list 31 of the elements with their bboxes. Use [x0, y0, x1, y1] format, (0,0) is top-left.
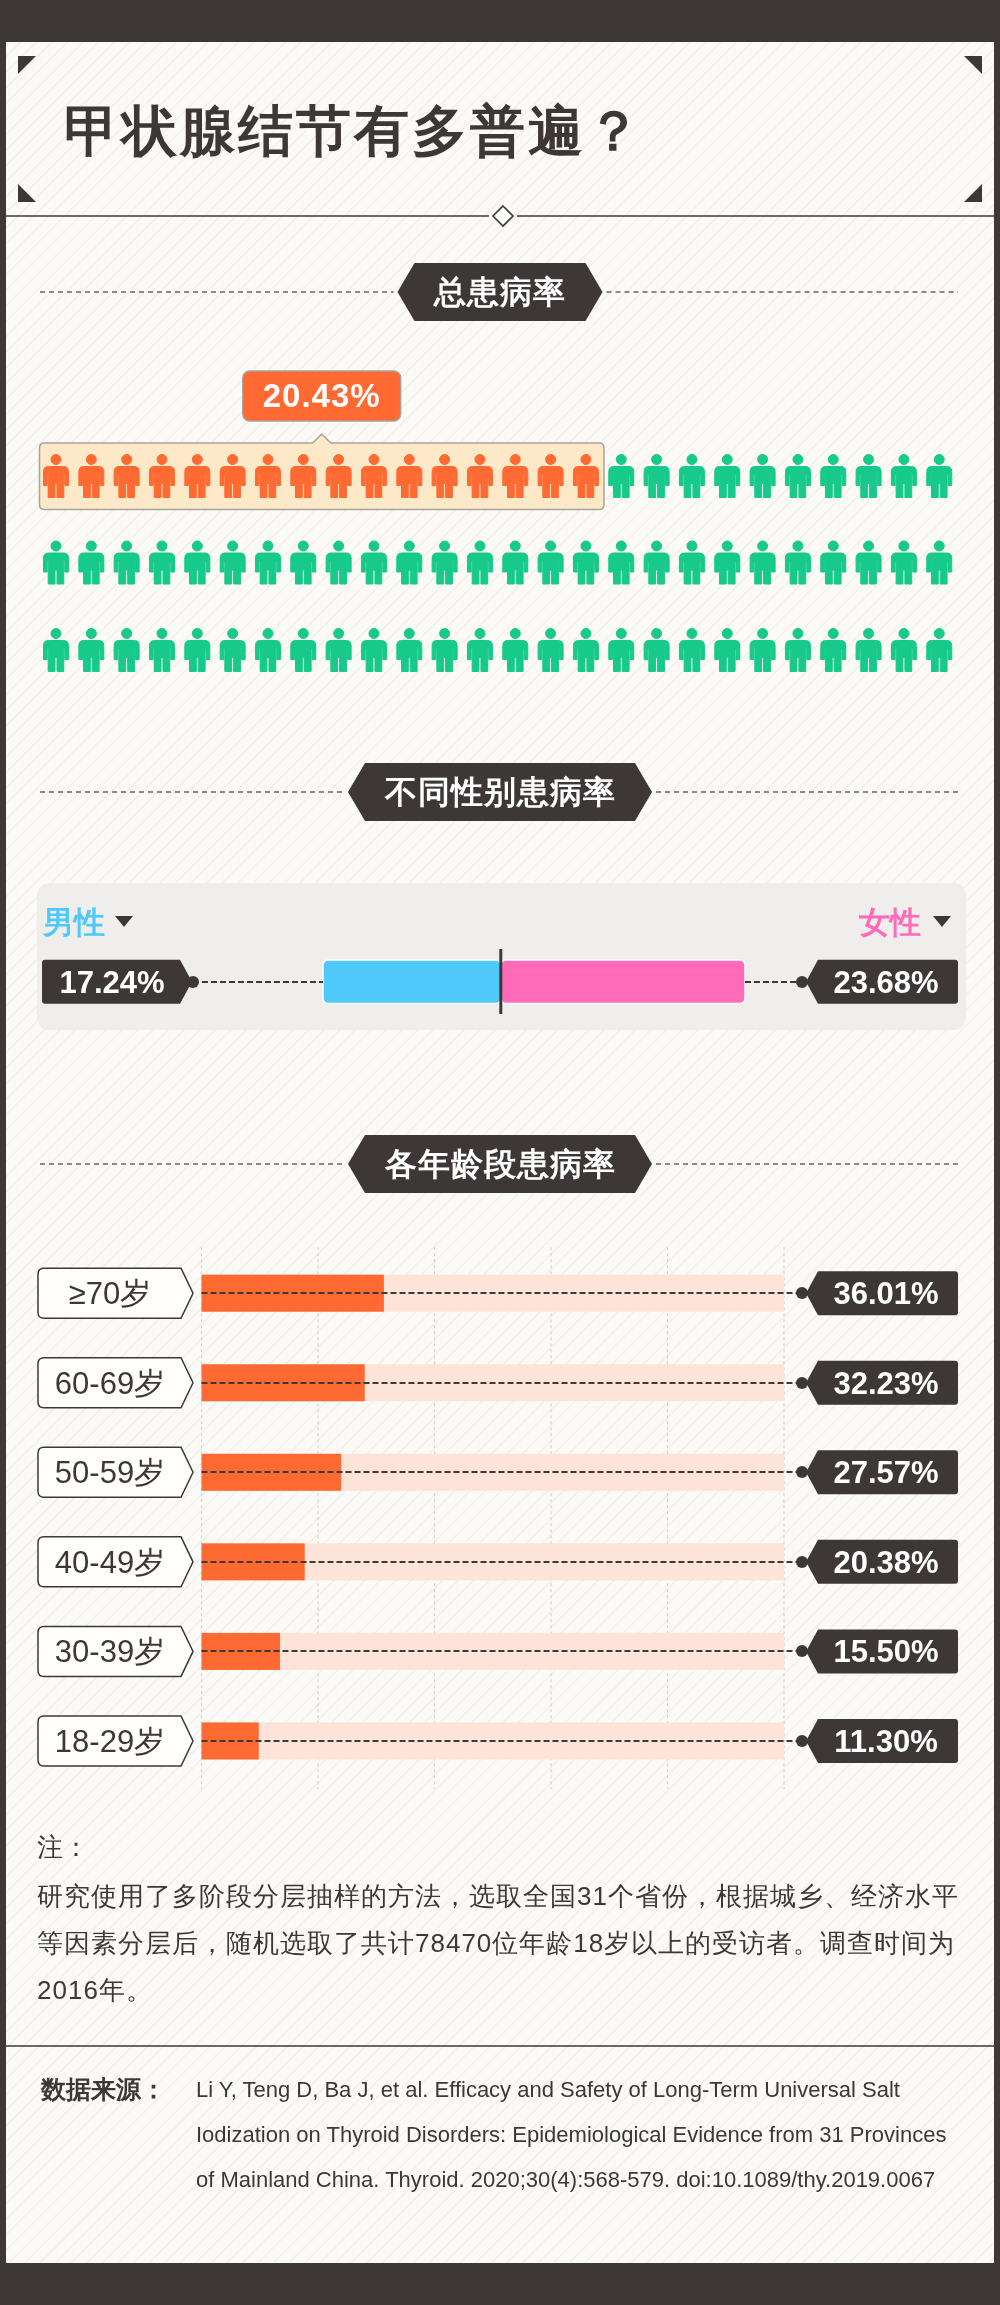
- y-tick-label: 40-49岁: [54, 1544, 166, 1580]
- y-tick-label: 18-29岁: [54, 1723, 166, 1759]
- text: 总患病率: [433, 274, 566, 310]
- data-label: 20.38%: [833, 1544, 939, 1580]
- y-tick-label: 30-39岁: [54, 1634, 166, 1670]
- text: 女性: [858, 905, 921, 940]
- bar: [201, 1364, 365, 1402]
- source-note: 数据来源：: [41, 2074, 166, 2105]
- text: 甲状腺结节有多普遍？: [64, 100, 644, 162]
- y-tick-label: 60-69岁: [54, 1365, 166, 1401]
- data-label: 32.23%: [833, 1365, 939, 1401]
- bar: [201, 1453, 342, 1491]
- data-label: 17.24%: [59, 964, 165, 1000]
- y-tick-label: 50-59岁: [54, 1455, 166, 1491]
- y-tick-label: ≥70岁: [68, 1276, 152, 1312]
- data-label: 27.57%: [833, 1455, 939, 1491]
- text: 注：: [37, 1831, 89, 1864]
- bar: [201, 1274, 384, 1312]
- text: Li Y, Teng D, Ba J, et al. Efficacy and Safety of Long-Term Universal Salt Iodization on Thyroid Disorders: Epidemiological Evidence from 31 Provinces of Mainland China. Thyroid. 2020;30(4):568-579. doi:10.1089/thy.2019.0067: [196, 2076, 948, 2194]
- data-label: 23.68%: [833, 964, 939, 1000]
- data-label: 36.01%: [833, 1276, 939, 1312]
- bar: [201, 1543, 305, 1581]
- data-label: 20.43%: [262, 377, 381, 414]
- text: 研究使用了多阶段分层抽样的方法，选取全国31个省份，根据城乡、经济水平等因素分层后，随机选取了共计78470位年龄18岁以上的受访者。调查时间为2016年。: [37, 1880, 960, 2007]
- chart-title: 不同性别患病率: [383, 774, 616, 810]
- data-label: 11.30%: [834, 1723, 938, 1759]
- bar: [201, 1632, 281, 1670]
- chart-title: 各年龄段患病率: [383, 1146, 616, 1182]
- data-label: 15.50%: [833, 1634, 939, 1670]
- text: 男性: [42, 905, 105, 940]
- bar: [201, 1722, 259, 1760]
